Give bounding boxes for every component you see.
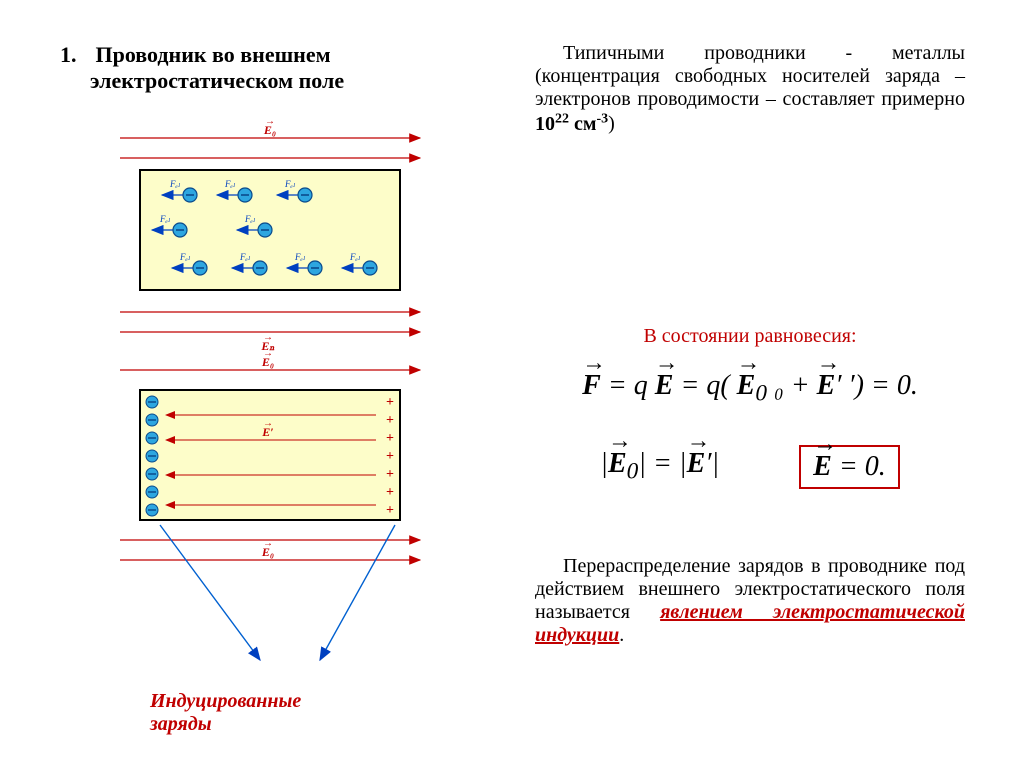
section-number: 1. [60, 42, 90, 68]
intro-exp: 22 [555, 111, 569, 126]
vec-ep: E [817, 370, 836, 402]
svg-text:→: → [265, 120, 275, 127]
f1p5: ₀ + [774, 370, 817, 401]
svg-text:→: → [263, 348, 273, 359]
intro-suffix: ) [608, 113, 615, 135]
svg-text:Fₑₗ: Fₑₗ [224, 179, 236, 189]
physics-diagram: E₀→FₑₗFₑₗFₑₗFₑₗFₑₗFₑₗFₑₗFₑₗFₑₗEₙ→E₀→++++… [90, 120, 430, 680]
section-title: 1. Проводник во внешнем электростатическ… [60, 42, 490, 94]
intro-base: 10 [535, 113, 555, 135]
svg-text:Fₑₗ: Fₑₗ [294, 252, 306, 262]
svg-text:+: + [386, 431, 394, 446]
induced-line2: заряды [150, 713, 212, 735]
induced-line1: Индуцированные [150, 690, 301, 712]
f3r: = 0. [839, 451, 886, 482]
formula-main: F = q E = q( E0 ₀ + E′ ′) = 0. [535, 370, 965, 408]
intro-unit: см [569, 113, 597, 135]
svg-text:Fₑₗ: Fₑₗ [159, 214, 171, 224]
formula-magnitude: |E0| = |E′| [600, 448, 719, 486]
svg-text:Fₑₗ: Fₑₗ [284, 179, 296, 189]
intro-text: Типичными проводники - металлы (концентр… [535, 42, 965, 136]
section-title-line1: Проводник во внешнем [96, 42, 331, 67]
f2op: = [653, 448, 679, 479]
vec-e0: E [737, 370, 756, 402]
equilibrium-label: В состоянии равновесия: [535, 325, 965, 348]
intro-unit-exp: -3 [597, 111, 609, 126]
intro-prefix: Типичными проводники - металлы (концентр… [535, 42, 965, 110]
formula-boxed: E = 0. [799, 445, 900, 489]
svg-text:Fₑₗ: Fₑₗ [349, 252, 361, 262]
svg-text:Fₑₗ: Fₑₗ [179, 252, 191, 262]
f1p1: = q [608, 370, 648, 401]
svg-text:Fₑₗ: Fₑₗ [239, 252, 251, 262]
svg-text:+: + [386, 449, 394, 464]
svg-text:+: + [386, 503, 394, 518]
vec-e0-mag: E [608, 448, 627, 480]
conclusion-text: Перераспределение зарядов в проводнике п… [535, 555, 965, 647]
conclusion-plain2: . [619, 624, 624, 646]
section-title-line2: электростатическом поле [90, 68, 344, 94]
vec-e-zero: E [813, 451, 832, 483]
vec-f: F [582, 370, 601, 402]
svg-text:→: → [263, 332, 273, 343]
svg-text:+: + [386, 395, 394, 410]
formula-row2: |E0| = |E′| E = 0. [535, 445, 965, 489]
svg-text:+: + [386, 485, 394, 500]
svg-text:Fₑₗ: Fₑₗ [169, 179, 181, 189]
svg-text:→: → [263, 418, 273, 429]
svg-text:Fₑₗ: Fₑₗ [244, 214, 256, 224]
f1p7: ′) = 0. [848, 370, 917, 401]
vec-ep-mag: E [687, 448, 706, 480]
svg-text:→: → [263, 538, 273, 549]
svg-text:+: + [386, 413, 394, 428]
induced-charges-label: Индуцированные заряды [150, 690, 410, 736]
svg-text:+: + [386, 467, 394, 482]
vec-e1: E [655, 370, 674, 402]
f1p3: = q( [680, 370, 729, 401]
